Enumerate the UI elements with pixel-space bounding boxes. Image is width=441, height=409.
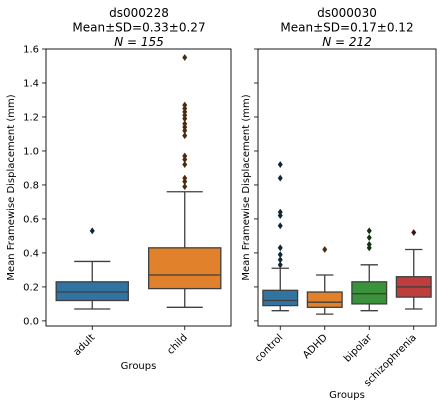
outlier-point xyxy=(182,152,188,160)
box-body xyxy=(306,291,343,308)
outlier-point xyxy=(277,174,283,182)
y-tick-label: 0.8 xyxy=(23,180,39,191)
x-tick-label: child xyxy=(165,332,190,357)
axes-frame xyxy=(45,48,232,327)
outlier-point xyxy=(322,246,328,253)
outlier-point xyxy=(182,183,188,191)
chart-title-line: Mean±SD=0.33±0.27 xyxy=(72,21,205,35)
box-group-adult xyxy=(55,227,129,310)
x-tick-label: adult xyxy=(72,332,98,358)
chart-title-line: N = 212 xyxy=(322,35,372,49)
y-tick-label: 1.0 xyxy=(23,146,39,157)
outlier-point xyxy=(366,227,372,235)
y-tick-label: 0.0 xyxy=(23,316,39,327)
box-group-adhd xyxy=(306,246,343,315)
outlier-point xyxy=(182,120,188,128)
box-body xyxy=(351,281,388,305)
chart-title-line: ds000228 xyxy=(109,6,169,20)
outlier-point xyxy=(366,241,372,248)
box-group-schizophrenia xyxy=(395,229,432,310)
outlier-point xyxy=(277,251,283,259)
box-group-bipolar xyxy=(351,227,388,312)
outlier-point xyxy=(277,208,283,216)
y-tick-label: 1.6 xyxy=(23,45,39,56)
x-axis-label: Groups xyxy=(329,390,365,401)
x-tick-label: ADHD xyxy=(301,332,330,361)
x-axis-label: Groups xyxy=(121,361,157,372)
y-tick-label: 1.4 xyxy=(23,78,39,89)
outlier-point xyxy=(277,256,283,264)
outlier-point xyxy=(411,229,417,236)
y-axis-label: Mean Framewise Displacement (mm) xyxy=(241,94,252,280)
y-tick-label: 0.2 xyxy=(23,282,39,293)
box-body xyxy=(55,281,129,302)
box-group-child xyxy=(148,54,222,308)
outlier-point xyxy=(277,244,283,252)
box-body xyxy=(262,289,299,307)
box-body xyxy=(148,247,222,290)
outlier-point xyxy=(366,234,372,242)
box-group-control xyxy=(262,161,299,312)
outlier-point xyxy=(182,54,188,61)
chart-title-line: N = 155 xyxy=(114,35,164,49)
x-tick-label: bipolar xyxy=(342,332,375,365)
outlier-point xyxy=(182,132,188,140)
outlier-point xyxy=(182,174,188,182)
outlier-point xyxy=(89,227,95,235)
x-tick-label: control xyxy=(253,332,285,364)
outlier-point xyxy=(182,101,188,109)
chart-title-line: Mean±SD=0.17±0.12 xyxy=(280,21,413,35)
y-tick-label: 0.6 xyxy=(23,214,39,225)
chart-title-line: ds000030 xyxy=(317,6,377,20)
outlier-point xyxy=(277,222,283,230)
axes-frame xyxy=(257,48,437,327)
outlier-point xyxy=(277,261,283,269)
outlier-point xyxy=(277,161,283,168)
y-tick-label: 0.4 xyxy=(23,248,39,259)
outlier-point xyxy=(182,161,188,168)
y-tick-label: 1.2 xyxy=(23,112,39,123)
y-axis-label: Mean Framewise Displacement (mm) xyxy=(6,94,17,280)
